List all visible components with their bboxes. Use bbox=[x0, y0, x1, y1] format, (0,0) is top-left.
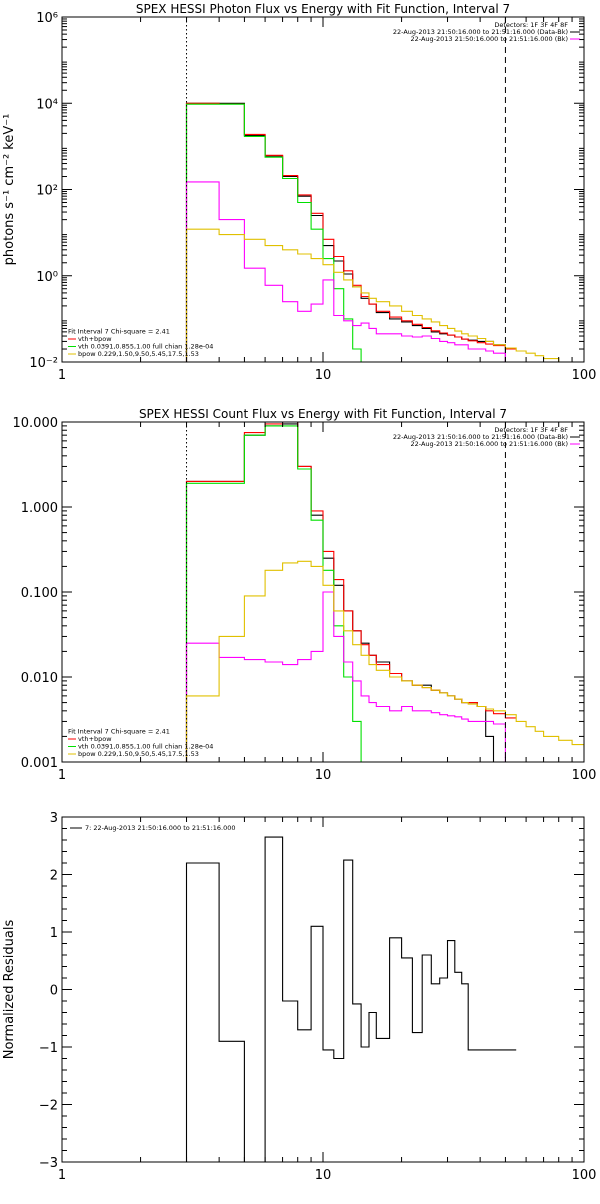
y-tick-label: 10⁴ bbox=[36, 97, 58, 112]
chart-panel-2: SPEX HESSI Count Flux vs Energy with Fit… bbox=[13, 407, 597, 783]
y-tick-label: 0.001 bbox=[21, 756, 58, 771]
plot-area bbox=[185, 422, 584, 762]
x-tick-label: 100 bbox=[572, 368, 597, 383]
series-line-2 bbox=[185, 102, 517, 362]
y-tick-label: 1 bbox=[50, 926, 58, 941]
fit-legend-entry-1: Fit Interval 7 Chi-square = 2.41 bbox=[68, 328, 170, 336]
series-line-3 bbox=[185, 425, 372, 762]
series-line-2 bbox=[185, 422, 517, 762]
y-tick-label: 3 bbox=[50, 811, 58, 826]
legend-entry-1: Detectors: 1F 3F 4F 8F bbox=[494, 426, 568, 434]
x-tick-label: 1 bbox=[58, 768, 66, 783]
fit-legend-entry-2: vth+bpow bbox=[78, 735, 112, 743]
y-tick-label: −3 bbox=[39, 1156, 58, 1171]
y-tick-label: 10⁻² bbox=[29, 356, 58, 371]
chart-panel-1: SPEX HESSI Photon Flux vs Energy with Fi… bbox=[2, 2, 596, 383]
fit-legend-entry-4: bpow 0.229,1.50,9.50,5.45,17.5,1.53 bbox=[78, 750, 199, 758]
fit-legend-entry-3: vth 0.0391,0.855,1.00 full chian 1.28e-0… bbox=[78, 743, 213, 751]
chart-title: SPEX HESSI Photon Flux vs Energy with Fi… bbox=[136, 2, 510, 16]
legend-entry-1: Detectors: 1F 3F 4F 8F bbox=[494, 21, 568, 29]
fit-legend-entry-3: vth 0.0391,0.855,1.00 full chian 1.28e-0… bbox=[78, 343, 213, 351]
x-tick-label: 100 bbox=[572, 768, 597, 783]
y-tick-label: 0.100 bbox=[21, 586, 58, 601]
y-tick-label: 2 bbox=[50, 869, 58, 884]
y-tick-label: 1.000 bbox=[21, 501, 58, 516]
plot-area bbox=[185, 836, 517, 1162]
legend-entry-3: 22-Aug-2013 21:50:16.000 to 21:51:16.000… bbox=[411, 35, 568, 43]
x-tick-label: 10 bbox=[315, 368, 332, 383]
chart-title: SPEX HESSI Count Flux vs Energy with Fit… bbox=[139, 407, 507, 421]
y-tick-label: 10.000 bbox=[13, 416, 59, 431]
series-line-3 bbox=[185, 103, 372, 362]
y-axis-label: Normalized Residuals bbox=[2, 920, 17, 1060]
series-line-4 bbox=[185, 591, 517, 762]
y-tick-label: −2 bbox=[39, 1099, 58, 1114]
x-tick-label: 1 bbox=[58, 368, 66, 383]
plot-area bbox=[185, 102, 570, 362]
series-line-5 bbox=[185, 560, 584, 762]
y-tick-label: 10² bbox=[36, 184, 58, 199]
x-tick-label: 10 bbox=[315, 768, 332, 783]
legend-entry-1: 7: 22-Aug-2013 21:50:16.000 to 21:51:16.… bbox=[85, 824, 236, 832]
series-line-1 bbox=[185, 836, 517, 1162]
legend-entry-2: 22-Aug-2013 21:50:16.000 to 21:51:16.000… bbox=[393, 433, 568, 441]
fit-legend-entry-1: Fit Interval 7 Chi-square = 2.41 bbox=[68, 728, 170, 736]
fit-legend-entry-2: vth+bpow bbox=[78, 335, 112, 343]
y-tick-label: −1 bbox=[39, 1041, 58, 1056]
y-tick-label: 0 bbox=[50, 984, 58, 999]
legend-entry-2: 22-Aug-2013 21:50:16.000 to 21:51:16.000… bbox=[393, 28, 568, 36]
y-tick-label: 0.010 bbox=[21, 671, 58, 686]
x-tick-label: 1 bbox=[58, 1168, 66, 1183]
chart-panel-3: 1 10 100 −3 −2 −1 0 1 2 3 Normalized Residuals 7: 2… bbox=[2, 811, 596, 1183]
x-tick-label: 100 bbox=[572, 1168, 597, 1183]
y-tick-label: 10⁶ bbox=[36, 11, 58, 26]
series-line-4 bbox=[185, 181, 517, 362]
legend-entry-3: 22-Aug-2013 21:50:16.000 to 21:51:16.000… bbox=[411, 440, 568, 448]
series-line-1 bbox=[185, 423, 517, 762]
y-axis-label: photons s⁻¹ cm⁻² keV⁻¹ bbox=[2, 114, 17, 266]
series-line-1 bbox=[185, 102, 517, 362]
x-tick-label: 10 bbox=[315, 1168, 332, 1183]
y-tick-label: 10⁰ bbox=[36, 270, 58, 285]
fit-legend-entry-4: bpow 0.229,1.50,9.50,5.45,17.5,1.53 bbox=[78, 350, 199, 358]
